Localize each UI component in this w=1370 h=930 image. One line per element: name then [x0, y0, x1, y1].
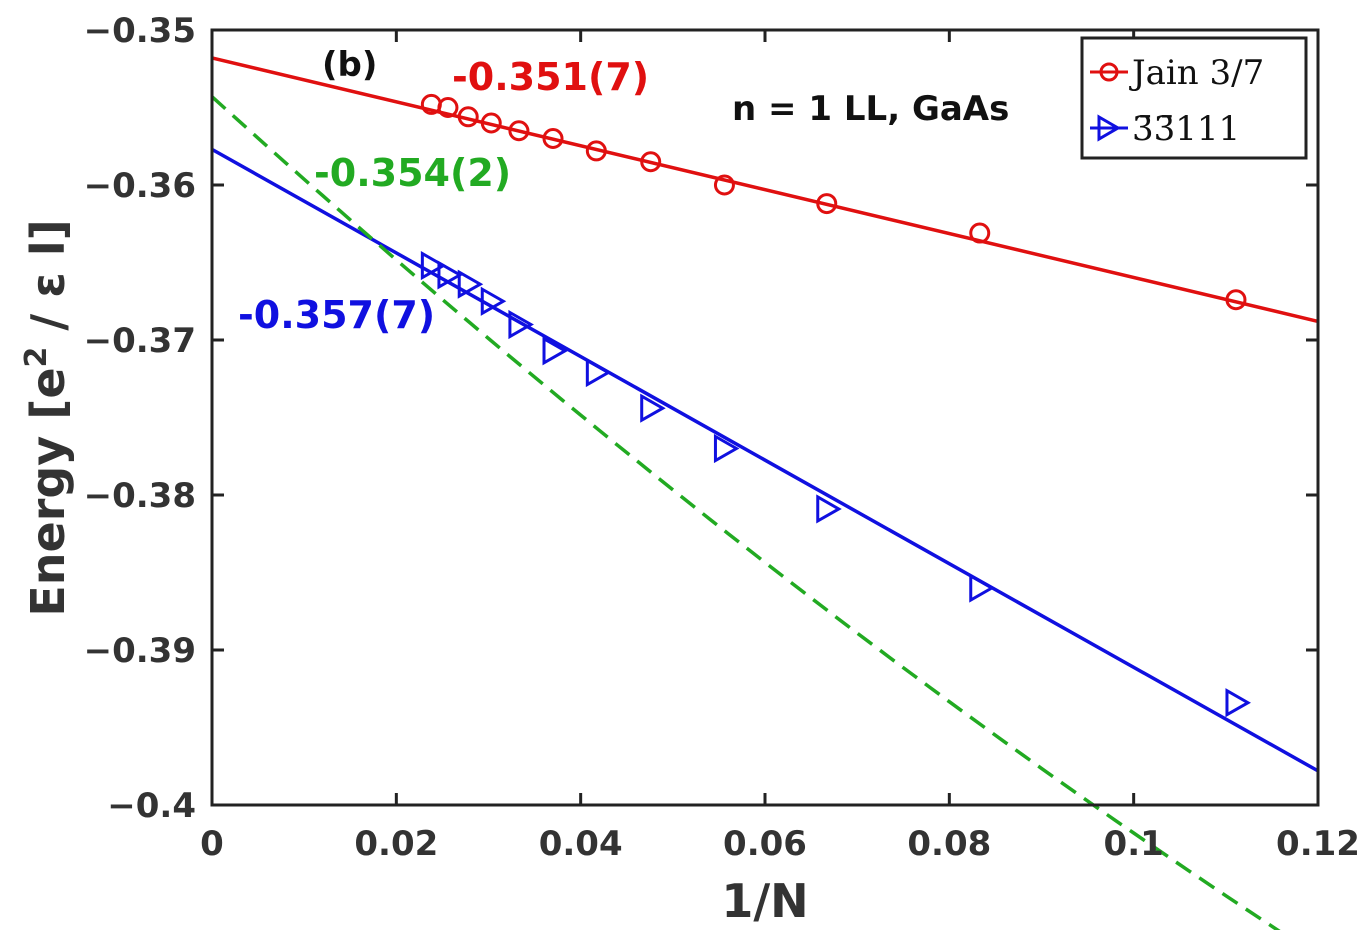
legend-marker-jain	[1099, 62, 1119, 82]
data-point-series-1-4	[640, 393, 666, 423]
legend-label-33111: 3̄3̄111	[1132, 109, 1240, 149]
x-axis-title: 1/N	[721, 874, 808, 928]
y-tick-label-4: −0.39	[84, 631, 196, 671]
legend: Jain 3/7 3̄3̄111	[1080, 36, 1308, 160]
data-point-series-0-6	[542, 128, 564, 149]
legend-label-jain: Jain 3/7	[1129, 53, 1264, 93]
data-point-series-1-6	[542, 336, 569, 366]
data-point-series-1-0	[1225, 688, 1251, 718]
fit-lines	[210, 56, 1319, 930]
data-markers	[420, 93, 1251, 718]
y-tick-label-5: −0.4	[107, 786, 196, 826]
data-point-series-0-4	[640, 151, 662, 173]
x-tick-label-3: 0.06	[723, 824, 807, 864]
y-tick-label-2: −0.37	[84, 321, 196, 361]
data-point-series-1-11	[420, 251, 447, 281]
fit-line-series-1	[211, 147, 1319, 773]
data-point-series-0-2	[816, 193, 838, 215]
panel-label: (b)	[322, 45, 377, 85]
data-point-series-0-8	[480, 112, 502, 134]
data-point-series-0-1	[969, 222, 991, 244]
data-point-series-1-9	[457, 269, 484, 299]
data-point-series-0-11	[420, 93, 442, 115]
x-tick-label-1: 0.02	[354, 824, 438, 864]
data-point-series-1-8	[480, 286, 507, 316]
x-tick-label-2: 0.04	[539, 824, 623, 864]
data-point-series-0-0	[1225, 289, 1247, 311]
legend-marker-33111	[1097, 114, 1121, 142]
data-point-series-0-5	[585, 140, 607, 162]
y-axis-title: Energy [e2 / ε l]	[19, 219, 75, 616]
data-point-series-0-9	[457, 106, 479, 128]
fit-line-series-0	[211, 56, 1319, 324]
x-tick-label-6: 0.12	[1276, 824, 1360, 864]
legend-box	[1080, 36, 1308, 160]
axis-ticks: 0 0.02 0.04 0.06 0.08 0.1 0.12 −0.35 −0.36 −0.37 −…	[84, 11, 1360, 864]
y-axis-title-suffix: / ε l]	[21, 219, 75, 346]
annotation-33111-intercept: -0.357(7)	[238, 293, 435, 337]
data-point-series-0-3	[713, 174, 735, 196]
annotation-quadratic-intercept: -0.354(2)	[314, 151, 511, 195]
data-point-series-1-5	[585, 357, 612, 388]
data-point-series-1-10	[437, 260, 463, 290]
fit-curve-series-2	[210, 95, 1281, 930]
data-point-series-1-3	[713, 433, 740, 464]
data-point-series-0-7	[508, 120, 530, 142]
y-tick-label-1: −0.36	[84, 166, 196, 206]
annotation-jain-intercept: -0.351(7)	[452, 55, 649, 99]
data-point-series-1-7	[508, 309, 534, 340]
data-point-series-1-2	[816, 494, 842, 524]
x-tick-label-5: 0.1	[1104, 824, 1164, 864]
y-tick-label-3: −0.38	[84, 476, 196, 516]
system-label: n = 1 LL, GaAs	[732, 89, 1009, 129]
y-tick-label-0: −0.35	[84, 11, 196, 51]
data-point-series-1-1	[969, 573, 995, 603]
y-axis-title-prefix: Energy [e	[21, 367, 75, 616]
y-axis-title-sup: 2	[19, 347, 54, 368]
x-tick-label-4: 0.08	[907, 824, 991, 864]
x-tick-label-0: 0	[200, 824, 224, 864]
